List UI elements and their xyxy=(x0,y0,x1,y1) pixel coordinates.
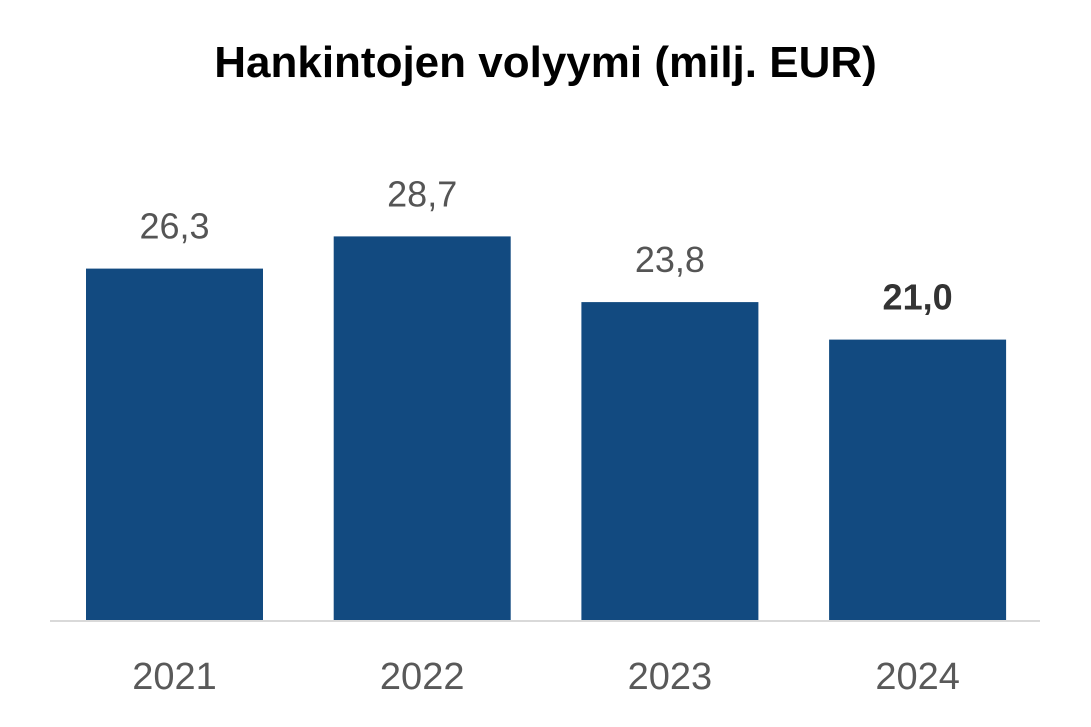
bar-2024 xyxy=(829,339,1007,621)
x-tick-label-2022: 2022 xyxy=(380,656,465,698)
value-label-2021: 26,3 xyxy=(139,206,209,247)
chart-title: Hankintojen volyymi (milj. EUR) xyxy=(214,38,877,87)
value-labels-group: 26,3 28,7 23,8 21,0 xyxy=(139,173,952,317)
x-tick-label-2021: 2021 xyxy=(132,656,217,698)
value-label-2023: 23,8 xyxy=(635,239,705,280)
bar-2023 xyxy=(581,302,759,621)
x-tick-labels-group: 2021 2022 2023 2024 xyxy=(132,656,960,698)
value-label-2022: 28,7 xyxy=(387,173,457,214)
bar-2022 xyxy=(333,236,511,621)
bar-2021 xyxy=(86,268,263,621)
bars-group xyxy=(86,236,1007,621)
value-label-2024: 21,0 xyxy=(883,277,953,318)
x-tick-label-2024: 2024 xyxy=(875,656,960,698)
x-tick-label-2023: 2023 xyxy=(628,656,713,698)
